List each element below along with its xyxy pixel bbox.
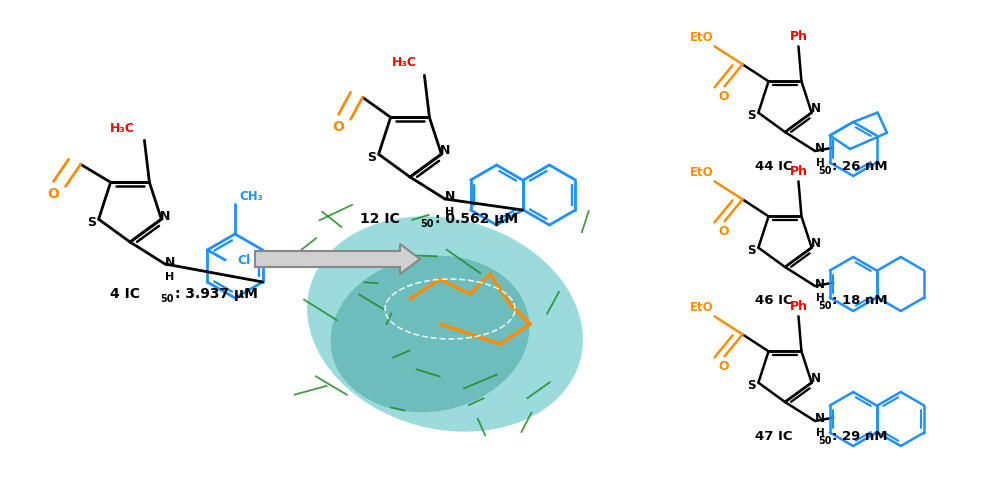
Text: S: S: [367, 151, 376, 164]
Text: S: S: [747, 244, 756, 257]
Text: EtO: EtO: [690, 166, 714, 179]
Text: H: H: [445, 207, 455, 217]
Text: N: N: [811, 237, 821, 250]
Text: 50: 50: [818, 436, 832, 446]
Text: 50: 50: [160, 294, 174, 304]
Text: 12 IC: 12 IC: [360, 212, 400, 226]
Text: Ph: Ph: [789, 30, 807, 43]
Text: : 0.562 μM: : 0.562 μM: [435, 212, 518, 226]
Text: 50: 50: [818, 166, 832, 176]
Text: O: O: [718, 225, 729, 238]
FancyArrow shape: [255, 244, 420, 274]
Text: N: N: [440, 144, 451, 157]
Text: 47 IC: 47 IC: [755, 430, 792, 443]
Text: H: H: [165, 272, 175, 282]
Text: 50: 50: [420, 219, 434, 229]
Text: : 26 nM: : 26 nM: [832, 160, 888, 172]
Text: S: S: [87, 216, 96, 228]
Text: 44 IC: 44 IC: [755, 160, 793, 172]
Text: N: N: [811, 102, 821, 115]
Text: N: N: [815, 412, 825, 425]
Text: N: N: [815, 142, 825, 156]
Text: S: S: [747, 109, 756, 122]
Text: 50: 50: [818, 301, 832, 311]
Ellipse shape: [307, 217, 583, 432]
Text: Ph: Ph: [789, 165, 807, 178]
Text: H: H: [816, 428, 824, 438]
Text: O: O: [718, 90, 729, 103]
Text: O: O: [48, 187, 60, 201]
Text: Ph: Ph: [789, 300, 807, 313]
Text: H: H: [816, 293, 824, 303]
Text: : 18 nM: : 18 nM: [832, 295, 888, 308]
Text: CH₃: CH₃: [239, 190, 263, 203]
Text: N: N: [165, 255, 175, 269]
Text: EtO: EtO: [690, 31, 714, 44]
Text: N: N: [811, 372, 821, 385]
Text: 4 IC: 4 IC: [110, 287, 140, 301]
Text: EtO: EtO: [690, 301, 714, 314]
Text: N: N: [815, 277, 825, 290]
Text: Cl: Cl: [237, 253, 251, 266]
Text: H₃C: H₃C: [391, 56, 416, 69]
Text: S: S: [747, 379, 756, 392]
Text: : 3.937 μM: : 3.937 μM: [175, 287, 258, 301]
Text: N: N: [160, 210, 171, 223]
Text: 46 IC: 46 IC: [755, 295, 793, 308]
Ellipse shape: [331, 256, 529, 412]
Text: O: O: [333, 120, 345, 134]
Text: O: O: [718, 360, 729, 373]
Text: N: N: [445, 191, 455, 204]
Text: H: H: [816, 158, 824, 168]
Text: H₃C: H₃C: [109, 122, 134, 135]
Text: : 29 nM: : 29 nM: [832, 430, 888, 443]
